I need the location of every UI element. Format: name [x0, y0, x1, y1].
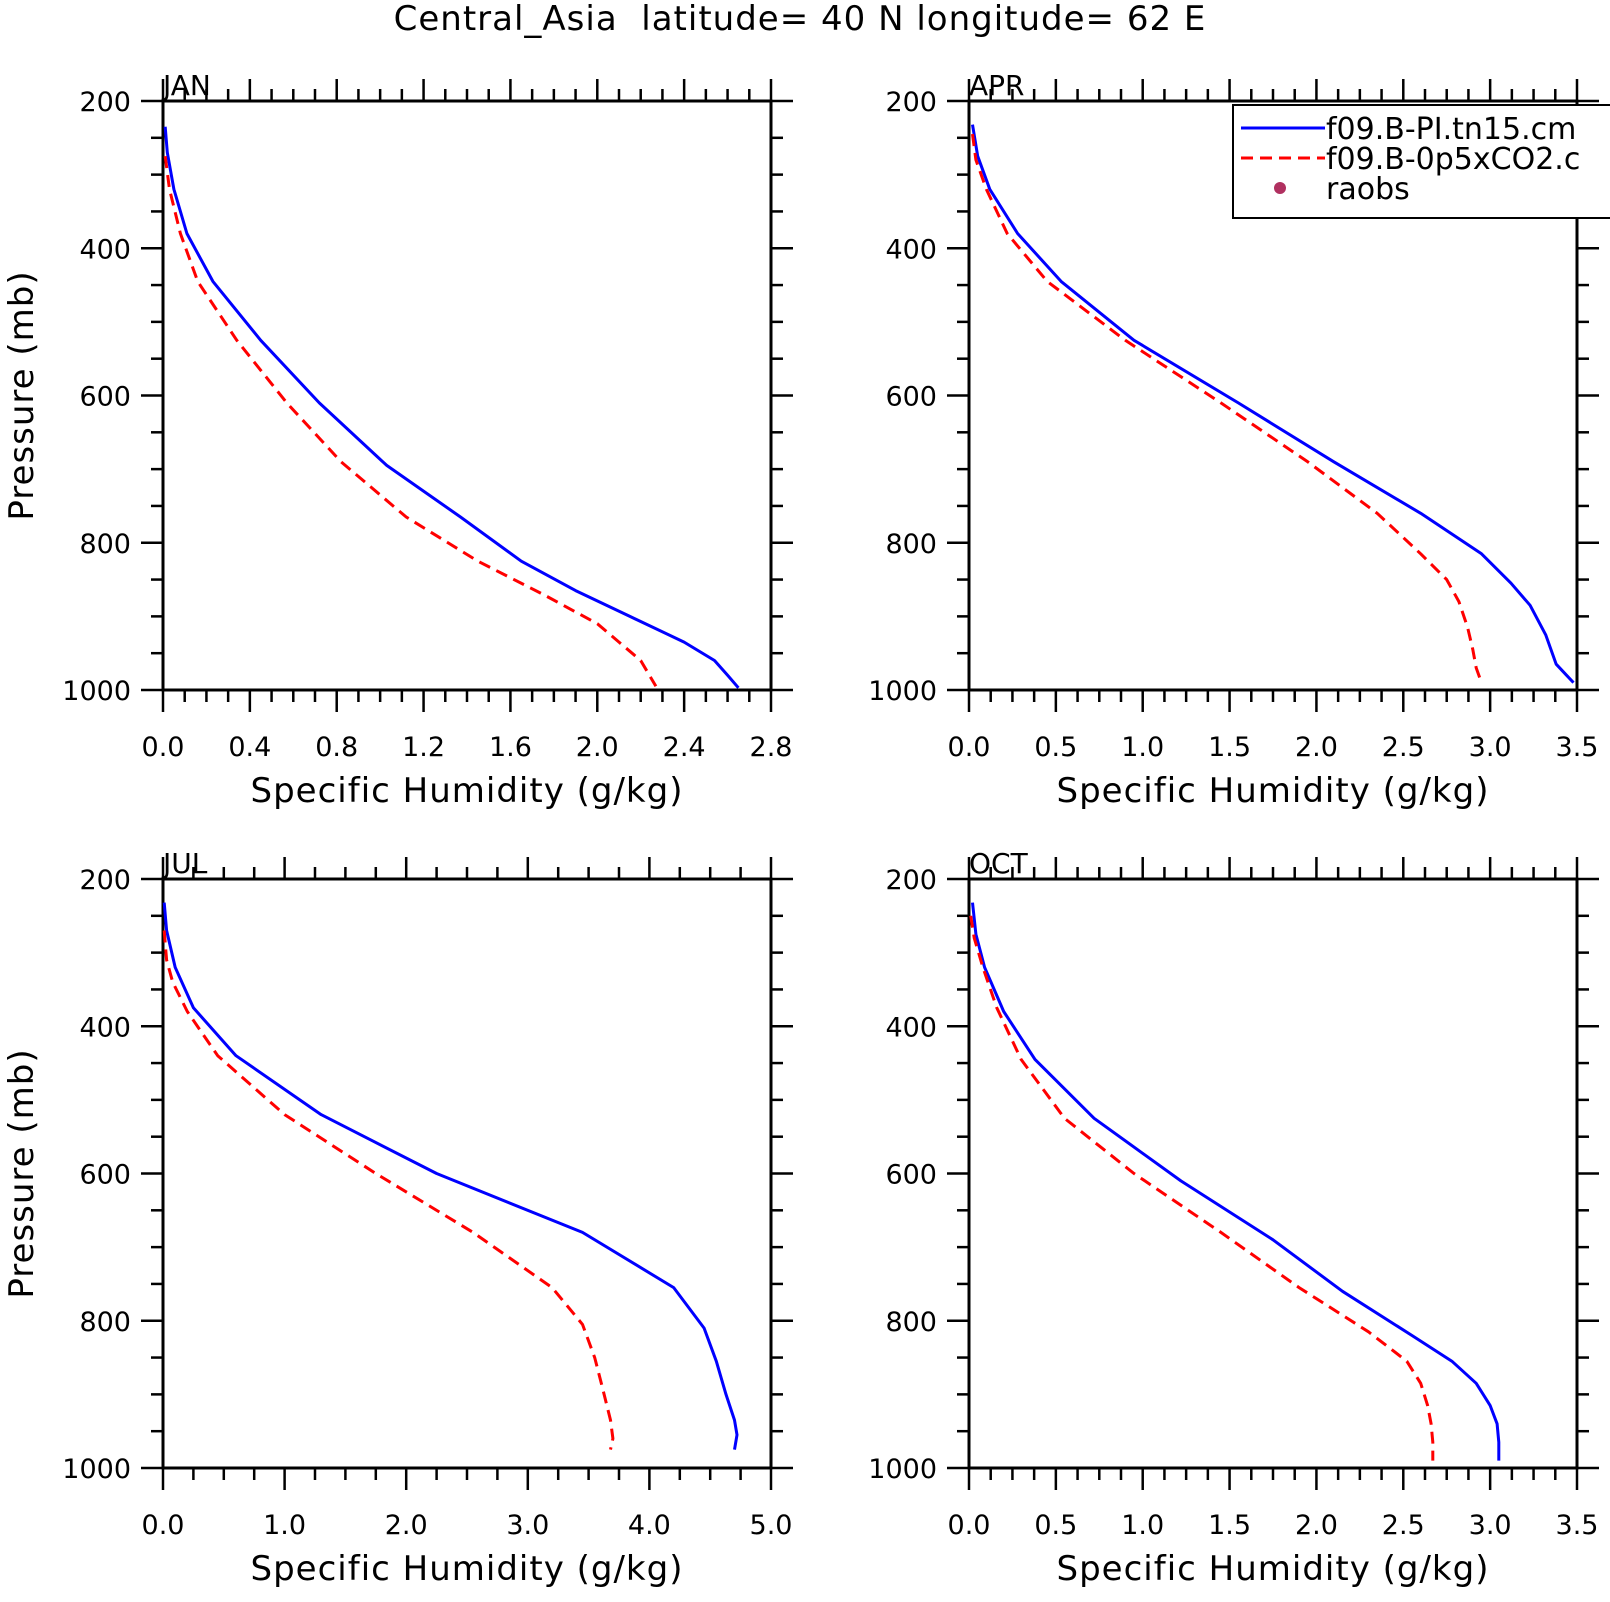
- series-line-2: [162, 930, 615, 1450]
- x-tick-label: 3.0: [1469, 1510, 1512, 1541]
- x-tick-label: 2.8: [750, 732, 793, 763]
- y-tick-label: 400: [79, 1012, 131, 1043]
- x-tick-label: 3.5: [1556, 1510, 1599, 1541]
- x-tick-label: 3.0: [1469, 732, 1512, 763]
- x-tick-label: 2.5: [1382, 1510, 1425, 1541]
- x-tick-label: 0.0: [948, 1510, 991, 1541]
- x-axis-label: Specific Humidity (g/kg): [1057, 771, 1490, 811]
- x-axis-label: Specific Humidity (g/kg): [1057, 1549, 1490, 1589]
- y-tick-label: 1000: [868, 676, 937, 707]
- y-tick-label: 600: [79, 382, 131, 413]
- series-line-1: [163, 126, 740, 689]
- x-tick-label: 1.0: [1121, 1510, 1164, 1541]
- x-tick-label: 0.0: [948, 732, 991, 763]
- x-tick-label: 2.4: [663, 732, 706, 763]
- legend-entry-label: f09.B-PI.tn15.cm: [1326, 112, 1576, 147]
- legend-swatch-dot: [1274, 182, 1286, 194]
- x-tick-label: 5.0: [750, 1510, 793, 1541]
- x-tick-label: 2.0: [1295, 1510, 1338, 1541]
- x-axis-label: Specific Humidity (g/kg): [251, 771, 684, 811]
- series-line-2: [971, 133, 1483, 684]
- series-line-1: [971, 902, 1501, 1461]
- x-tick-label: 4.0: [628, 1510, 671, 1541]
- x-tick-label: 1.0: [1121, 732, 1164, 763]
- y-tick-label: 1000: [62, 1454, 131, 1485]
- x-tick-label: 3.5: [1556, 732, 1599, 763]
- x-tick-label: 1.0: [263, 1510, 306, 1541]
- y-tick-label: 400: [885, 1012, 937, 1043]
- x-tick-label: 1.6: [489, 732, 532, 763]
- x-tick-label: 0.0: [142, 1510, 185, 1541]
- y-tick-label: 200: [79, 87, 131, 118]
- y-tick-label: 200: [885, 865, 937, 896]
- y-tick-label: 200: [79, 865, 131, 896]
- y-axis-label: Pressure (mb): [2, 270, 42, 520]
- x-tick-label: 2.0: [1295, 732, 1338, 763]
- x-tick-label: 0.5: [1034, 732, 1077, 763]
- y-tick-label: 800: [79, 529, 131, 560]
- x-tick-label: 3.0: [506, 1510, 549, 1541]
- y-tick-label: 400: [885, 234, 937, 265]
- x-tick-label: 2.0: [385, 1510, 428, 1541]
- y-tick-label: 600: [885, 382, 937, 413]
- panel-jul: JUL 200 400 600 800 1000 0.0 1.0 2.0 3.0 4.0 5.0 Spe…: [2, 847, 793, 1589]
- x-tick-label: 0.8: [315, 732, 358, 763]
- x-tick-label: 1.5: [1208, 732, 1251, 763]
- y-tick-label: 1000: [868, 1454, 937, 1485]
- panel-apr: APR 200 400 600 800 1000 0.0 0.5 1.0 1.5 2.0 2.5 3.0…: [868, 69, 1599, 811]
- panel-label: OCT: [969, 847, 1029, 880]
- x-tick-label: 0.0: [142, 732, 185, 763]
- y-tick-label: 600: [885, 1160, 937, 1191]
- x-tick-label: 1.2: [402, 732, 445, 763]
- series-line-1: [162, 902, 739, 1450]
- panel-label: JUL: [161, 847, 208, 880]
- legend-entry-label: raobs: [1326, 172, 1410, 207]
- y-tick-label: 800: [885, 529, 937, 560]
- y-tick-label: 600: [79, 1160, 131, 1191]
- panel-label: APR: [969, 69, 1025, 102]
- x-axis-label: Specific Humidity (g/kg): [251, 1549, 684, 1589]
- y-tick-label: 800: [79, 1307, 131, 1338]
- y-tick-label: 1000: [62, 676, 131, 707]
- legend-box: [1232, 104, 1610, 219]
- y-tick-label: 200: [885, 87, 937, 118]
- legend-entry-label: f09.B-0p5xCO2.c: [1326, 142, 1580, 177]
- series-line-2: [163, 156, 658, 688]
- y-tick-label: 400: [79, 234, 131, 265]
- x-tick-label: 0.4: [228, 732, 271, 763]
- series-line-1: [971, 124, 1575, 684]
- x-tick-label: 2.0: [576, 732, 619, 763]
- y-tick-label: 800: [885, 1307, 937, 1338]
- y-axis-label: Pressure (mb): [2, 1048, 42, 1298]
- panel-oct: OCT 200 400 600 800 1000 0.0 0.5 1.0 1.5 2.0 2.5 3.0…: [868, 847, 1599, 1589]
- x-tick-label: 1.5: [1208, 1510, 1251, 1541]
- figure-title: Central_Asia latitude= 40 N longitude= 6…: [394, 0, 1207, 39]
- series-line-2: [969, 915, 1435, 1461]
- x-tick-label: 2.5: [1382, 732, 1425, 763]
- x-tick-label: 0.5: [1034, 1510, 1077, 1541]
